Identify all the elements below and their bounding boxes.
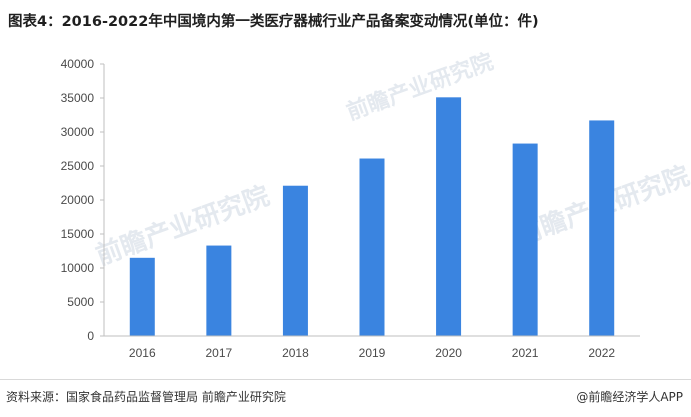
y-tick-label: 20000	[61, 193, 95, 207]
y-tick-label: 40000	[61, 57, 95, 71]
x-tick-label: 2018	[282, 346, 309, 360]
bar-2021	[512, 143, 538, 336]
y-tick-label: 5000	[67, 295, 94, 309]
y-tick-label: 35000	[61, 91, 95, 105]
bars	[129, 97, 615, 336]
brand-credit: @前瞻经济学人APP	[576, 390, 683, 404]
bar-2019	[359, 158, 385, 336]
y-tick-label: 15000	[61, 227, 95, 241]
x-axis: 2016 2017 2018 2019 2020 2021 2022	[104, 335, 640, 360]
y-tick-label: 30000	[61, 125, 95, 139]
y-tick-label: 10000	[61, 261, 95, 275]
x-tick-label: 2022	[588, 346, 615, 360]
bar-2022	[589, 120, 615, 336]
x-tick-label: 2019	[359, 346, 386, 360]
y-tick-label: 0	[87, 329, 94, 343]
source-note: 资料来源：国家食品药品监督管理局 前瞻产业研究院	[6, 390, 286, 404]
footer-divider	[0, 379, 691, 380]
watermark-1: 前瞻产业研究院	[92, 180, 274, 271]
bar-2017	[206, 245, 232, 336]
x-tick-label: 2016	[129, 346, 156, 360]
bar-2018	[282, 185, 308, 336]
x-tick-label: 2020	[435, 346, 462, 360]
x-tick-label: 2017	[206, 346, 233, 360]
watermark-3: 前瞻产业研究院	[343, 49, 497, 126]
bar-2020	[436, 97, 462, 336]
x-tick-label: 2021	[512, 346, 539, 360]
bar-2016	[129, 257, 155, 336]
y-tick-label: 25000	[61, 159, 95, 173]
y-axis: 0 5000 10000 15000 20000 25000 30000 35000 40000	[61, 57, 105, 343]
bar-chart: 前瞻产业研究院 前瞻产业研究院 前瞻产业研究院 0500010000150002…	[61, 49, 691, 360]
chart-title: 图表4：2016-2022年中国境内第一类医疗器械行业产品备案变动情况(单位：件…	[8, 14, 539, 30]
